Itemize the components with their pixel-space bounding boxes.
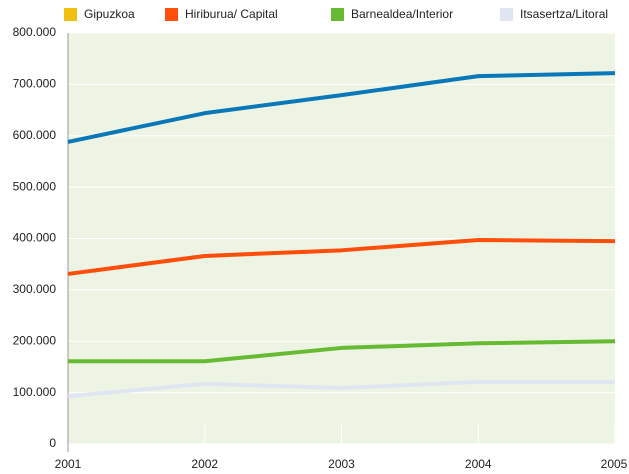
series-line <box>67 238 616 276</box>
y-tick-label: 600.000 <box>13 128 57 142</box>
legend-label: Barnealdea/Interior <box>351 7 453 21</box>
legend-label: Gipuzkoa <box>84 7 135 21</box>
series-line <box>68 339 616 364</box>
y-tick-label: 800.000 <box>13 25 57 39</box>
y-tick-label: 0 <box>49 436 56 450</box>
y-tick-label: 200.000 <box>13 333 57 347</box>
y-tick-label: 400.000 <box>13 231 57 245</box>
legend-swatch <box>331 8 344 21</box>
x-tick-label: 2003 <box>328 457 355 471</box>
y-tick-label: 500.000 <box>13 179 57 193</box>
series-line <box>67 379 615 399</box>
legend-swatch <box>500 8 513 21</box>
legend-swatch <box>165 8 178 21</box>
x-tick-label: 2005 <box>601 457 628 471</box>
y-tick-label: 700.000 <box>13 77 57 91</box>
legend-swatch <box>64 8 77 21</box>
legend-label: Itsasertza/Litoral <box>520 7 608 21</box>
x-tick-label: 2004 <box>465 457 492 471</box>
x-tick-label: 2001 <box>55 457 82 471</box>
y-tick-label: 100.000 <box>13 385 57 399</box>
legend-label: Hiriburua/ Capital <box>185 7 278 21</box>
series-line <box>67 71 616 144</box>
x-tick-label: 2002 <box>191 457 218 471</box>
y-tick-label: 300.000 <box>13 282 57 296</box>
